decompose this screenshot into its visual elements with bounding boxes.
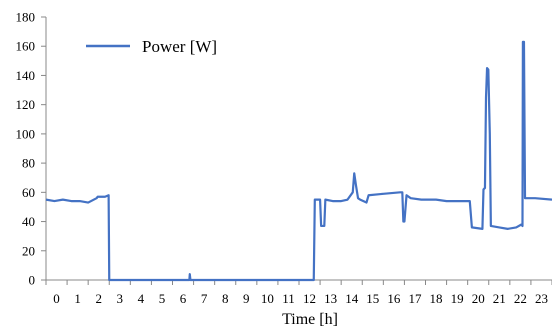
x-tick-label: 8 bbox=[222, 291, 229, 306]
axes bbox=[41, 16, 552, 285]
y-tick-labels: 0 20 40 60 80 100 120 140 160 180 bbox=[16, 10, 36, 288]
legend: Power [W] bbox=[86, 37, 217, 56]
y-tick-label: 120 bbox=[16, 97, 36, 112]
y-tick-label: 80 bbox=[22, 156, 35, 171]
x-tick-label: 22 bbox=[514, 291, 527, 306]
x-tick-label: 1 bbox=[74, 291, 81, 306]
y-tick-label: 140 bbox=[16, 68, 36, 83]
x-tick-label: 16 bbox=[387, 291, 401, 306]
x-tick-label: 11 bbox=[282, 291, 295, 306]
x-tick-label: 12 bbox=[303, 291, 316, 306]
y-tick-label: 0 bbox=[29, 273, 36, 288]
x-tick-label: 20 bbox=[472, 291, 485, 306]
y-tick-label: 20 bbox=[22, 243, 35, 258]
y-tick-label: 180 bbox=[16, 10, 36, 25]
y-tick-label: 40 bbox=[22, 214, 35, 229]
x-tick-label: 14 bbox=[345, 291, 359, 306]
x-tick-label: 5 bbox=[159, 291, 166, 306]
x-tick-label: 10 bbox=[261, 291, 274, 306]
x-tick-label: 19 bbox=[451, 291, 464, 306]
x-tick-label: 2 bbox=[95, 291, 102, 306]
x-tick-label: 0 bbox=[53, 291, 60, 306]
x-tick-labels: 0 1 2 3 4 5 6 7 8 9 10 11 12 13 14 15 16 17 18 19 20 21 22 23 bbox=[53, 291, 548, 306]
x-tick-label: 4 bbox=[138, 291, 145, 306]
x-tick-label: 17 bbox=[408, 291, 422, 306]
x-axis-title: Time [h] bbox=[282, 311, 338, 328]
y-tick-label: 60 bbox=[22, 185, 35, 200]
legend-label-power: Power [W] bbox=[142, 37, 217, 56]
x-tick-label: 23 bbox=[535, 291, 548, 306]
y-tick-label: 100 bbox=[16, 126, 36, 141]
x-tick-label: 13 bbox=[324, 291, 337, 306]
y-tick-label: 160 bbox=[16, 39, 36, 54]
x-tick-label: 21 bbox=[493, 291, 506, 306]
x-tick-label: 18 bbox=[430, 291, 443, 306]
x-tick-label: 3 bbox=[117, 291, 124, 306]
x-tick-label: 9 bbox=[243, 291, 250, 306]
x-tick-label: 7 bbox=[201, 291, 208, 306]
series-group bbox=[45, 40, 552, 282]
x-tick-label: 15 bbox=[366, 291, 379, 306]
series-line-power bbox=[45, 40, 552, 282]
x-tick-label: 6 bbox=[180, 291, 187, 306]
